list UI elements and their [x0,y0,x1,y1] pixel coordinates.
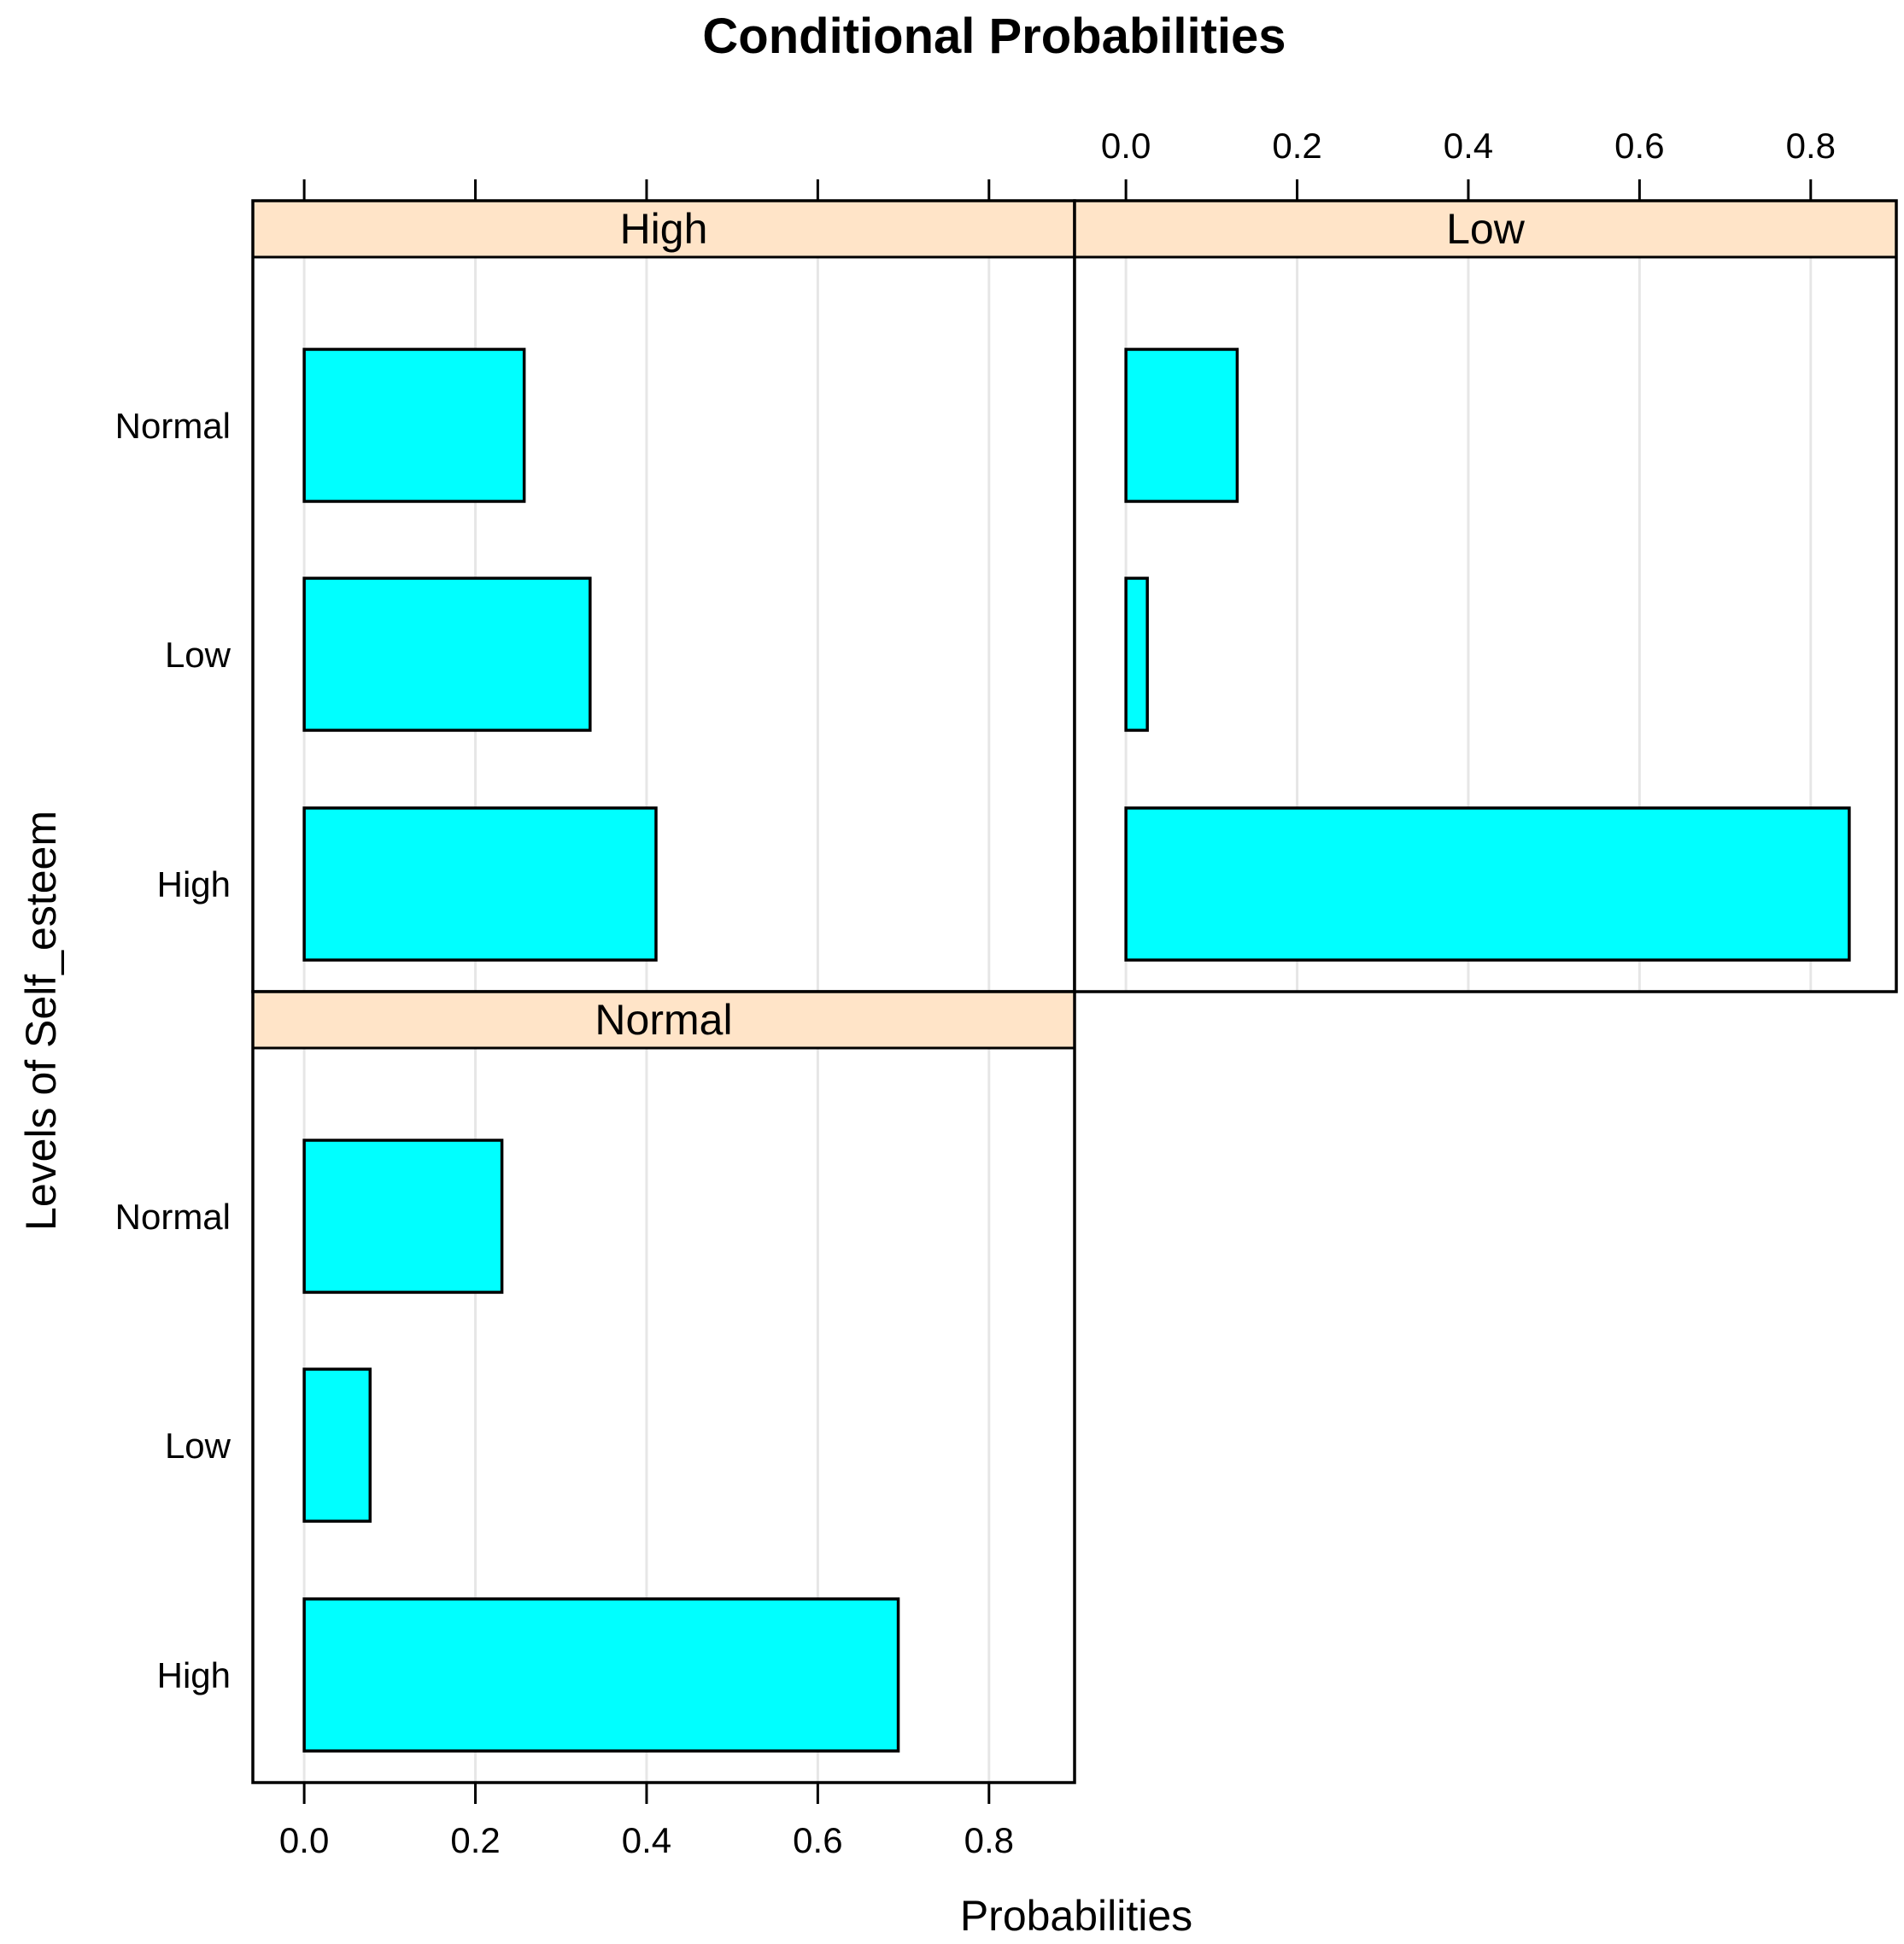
panel-low-bar-high [1124,806,1851,962]
panel-high-category-label-high: High [157,864,231,905]
panel-low-frame [1073,199,1898,993]
panel-normal-bar-low [302,1367,372,1523]
panel-normal-bar-normal [302,1139,504,1294]
panel-high-bar-normal [302,348,526,503]
panel-high-bar-low [302,577,592,732]
bottom-axis-tick-label-0.4: 0.4 [622,1820,671,1860]
panel-normal-bar-high [302,1597,900,1753]
y-axis-label: Levels of Self_esteem [17,811,65,1231]
panels-layer: High Low Normal Normal Low High Normal Low High 0… [115,126,1898,1860]
bottom-axis-tick-label-0.2: 0.2 [450,1820,500,1860]
top-axis-low-tick-label-0.6: 0.6 [1614,126,1664,166]
panel-low-bar-low [1124,577,1149,732]
top-axis-low-tick-label-0.2: 0.2 [1272,126,1321,166]
panel-normal-strip-label: Normal [595,996,732,1044]
panel-normal-category-label-low: Low [165,1426,231,1466]
bottom-axis-tick-label-0.8: 0.8 [964,1820,1014,1860]
top-axis-low-tick-label-0.4: 0.4 [1444,126,1493,166]
panel-high-category-label-low: Low [165,635,231,675]
panel-normal-frame [251,990,1076,1784]
panel-normal-category-label-normal: Normal [115,1197,231,1237]
x-axis-label: Probabilities [960,1892,1192,1940]
panel-high-bar-high [302,806,658,962]
bottom-axis-tick-label-0.6: 0.6 [793,1820,842,1860]
panel-high: High [251,199,1076,993]
top-axis-low-tick-label-0.0: 0.0 [1101,126,1151,166]
panel-low-strip-label: Low [1446,205,1526,253]
panel-low-bar-normal [1124,348,1239,503]
panel-high-strip-label: High [620,205,708,253]
bottom-axis-tick-label-0.0: 0.0 [279,1820,329,1860]
chart-title: Conditional Probabilities [702,9,1286,64]
panel-normal: Normal [251,990,1076,1784]
panel-high-category-label-normal: Normal [115,406,231,446]
top-axis-low-tick-label-0.8: 0.8 [1786,126,1836,166]
panel-normal-category-label-high: High [157,1655,231,1695]
panel-low: Low [1073,199,1898,993]
